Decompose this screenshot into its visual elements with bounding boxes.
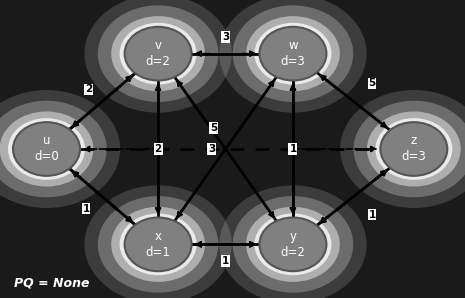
Ellipse shape: [120, 23, 197, 85]
Ellipse shape: [232, 5, 353, 102]
Ellipse shape: [380, 122, 447, 176]
Ellipse shape: [125, 27, 192, 80]
Text: w
d=3: w d=3: [280, 39, 306, 68]
Ellipse shape: [98, 5, 219, 102]
Ellipse shape: [259, 27, 326, 80]
Ellipse shape: [232, 196, 353, 293]
Ellipse shape: [254, 213, 332, 275]
Ellipse shape: [0, 111, 93, 187]
Ellipse shape: [375, 118, 452, 180]
Text: 1: 1: [289, 144, 297, 154]
Ellipse shape: [353, 101, 465, 197]
Text: 5: 5: [210, 123, 218, 133]
Text: 2: 2: [85, 84, 92, 94]
Ellipse shape: [219, 0, 366, 113]
Text: PQ = None: PQ = None: [14, 276, 89, 289]
Text: v
d=2: v d=2: [146, 39, 171, 68]
Text: u
d=0: u d=0: [34, 134, 59, 164]
Ellipse shape: [13, 122, 80, 176]
Text: y
d=2: y d=2: [280, 230, 306, 259]
Ellipse shape: [219, 185, 366, 298]
Ellipse shape: [259, 218, 326, 271]
Text: 1: 1: [368, 209, 376, 220]
Ellipse shape: [125, 218, 192, 271]
Text: 3: 3: [222, 32, 229, 42]
Ellipse shape: [85, 185, 232, 298]
Text: z
d=3: z d=3: [401, 134, 426, 164]
Ellipse shape: [85, 0, 232, 113]
Ellipse shape: [367, 111, 461, 187]
Text: 1: 1: [222, 256, 229, 266]
Ellipse shape: [98, 196, 219, 293]
Ellipse shape: [340, 90, 465, 208]
Text: x
d=1: x d=1: [146, 230, 171, 259]
Ellipse shape: [254, 23, 332, 85]
Text: 5: 5: [368, 78, 376, 89]
Ellipse shape: [0, 90, 120, 208]
Ellipse shape: [120, 213, 197, 275]
Ellipse shape: [111, 207, 205, 282]
Text: 2: 2: [154, 144, 162, 154]
Ellipse shape: [246, 207, 340, 282]
Ellipse shape: [246, 16, 340, 91]
Text: 3: 3: [208, 144, 215, 154]
Ellipse shape: [0, 101, 107, 197]
Ellipse shape: [111, 16, 205, 91]
Text: 1: 1: [82, 204, 90, 214]
Ellipse shape: [8, 118, 85, 180]
